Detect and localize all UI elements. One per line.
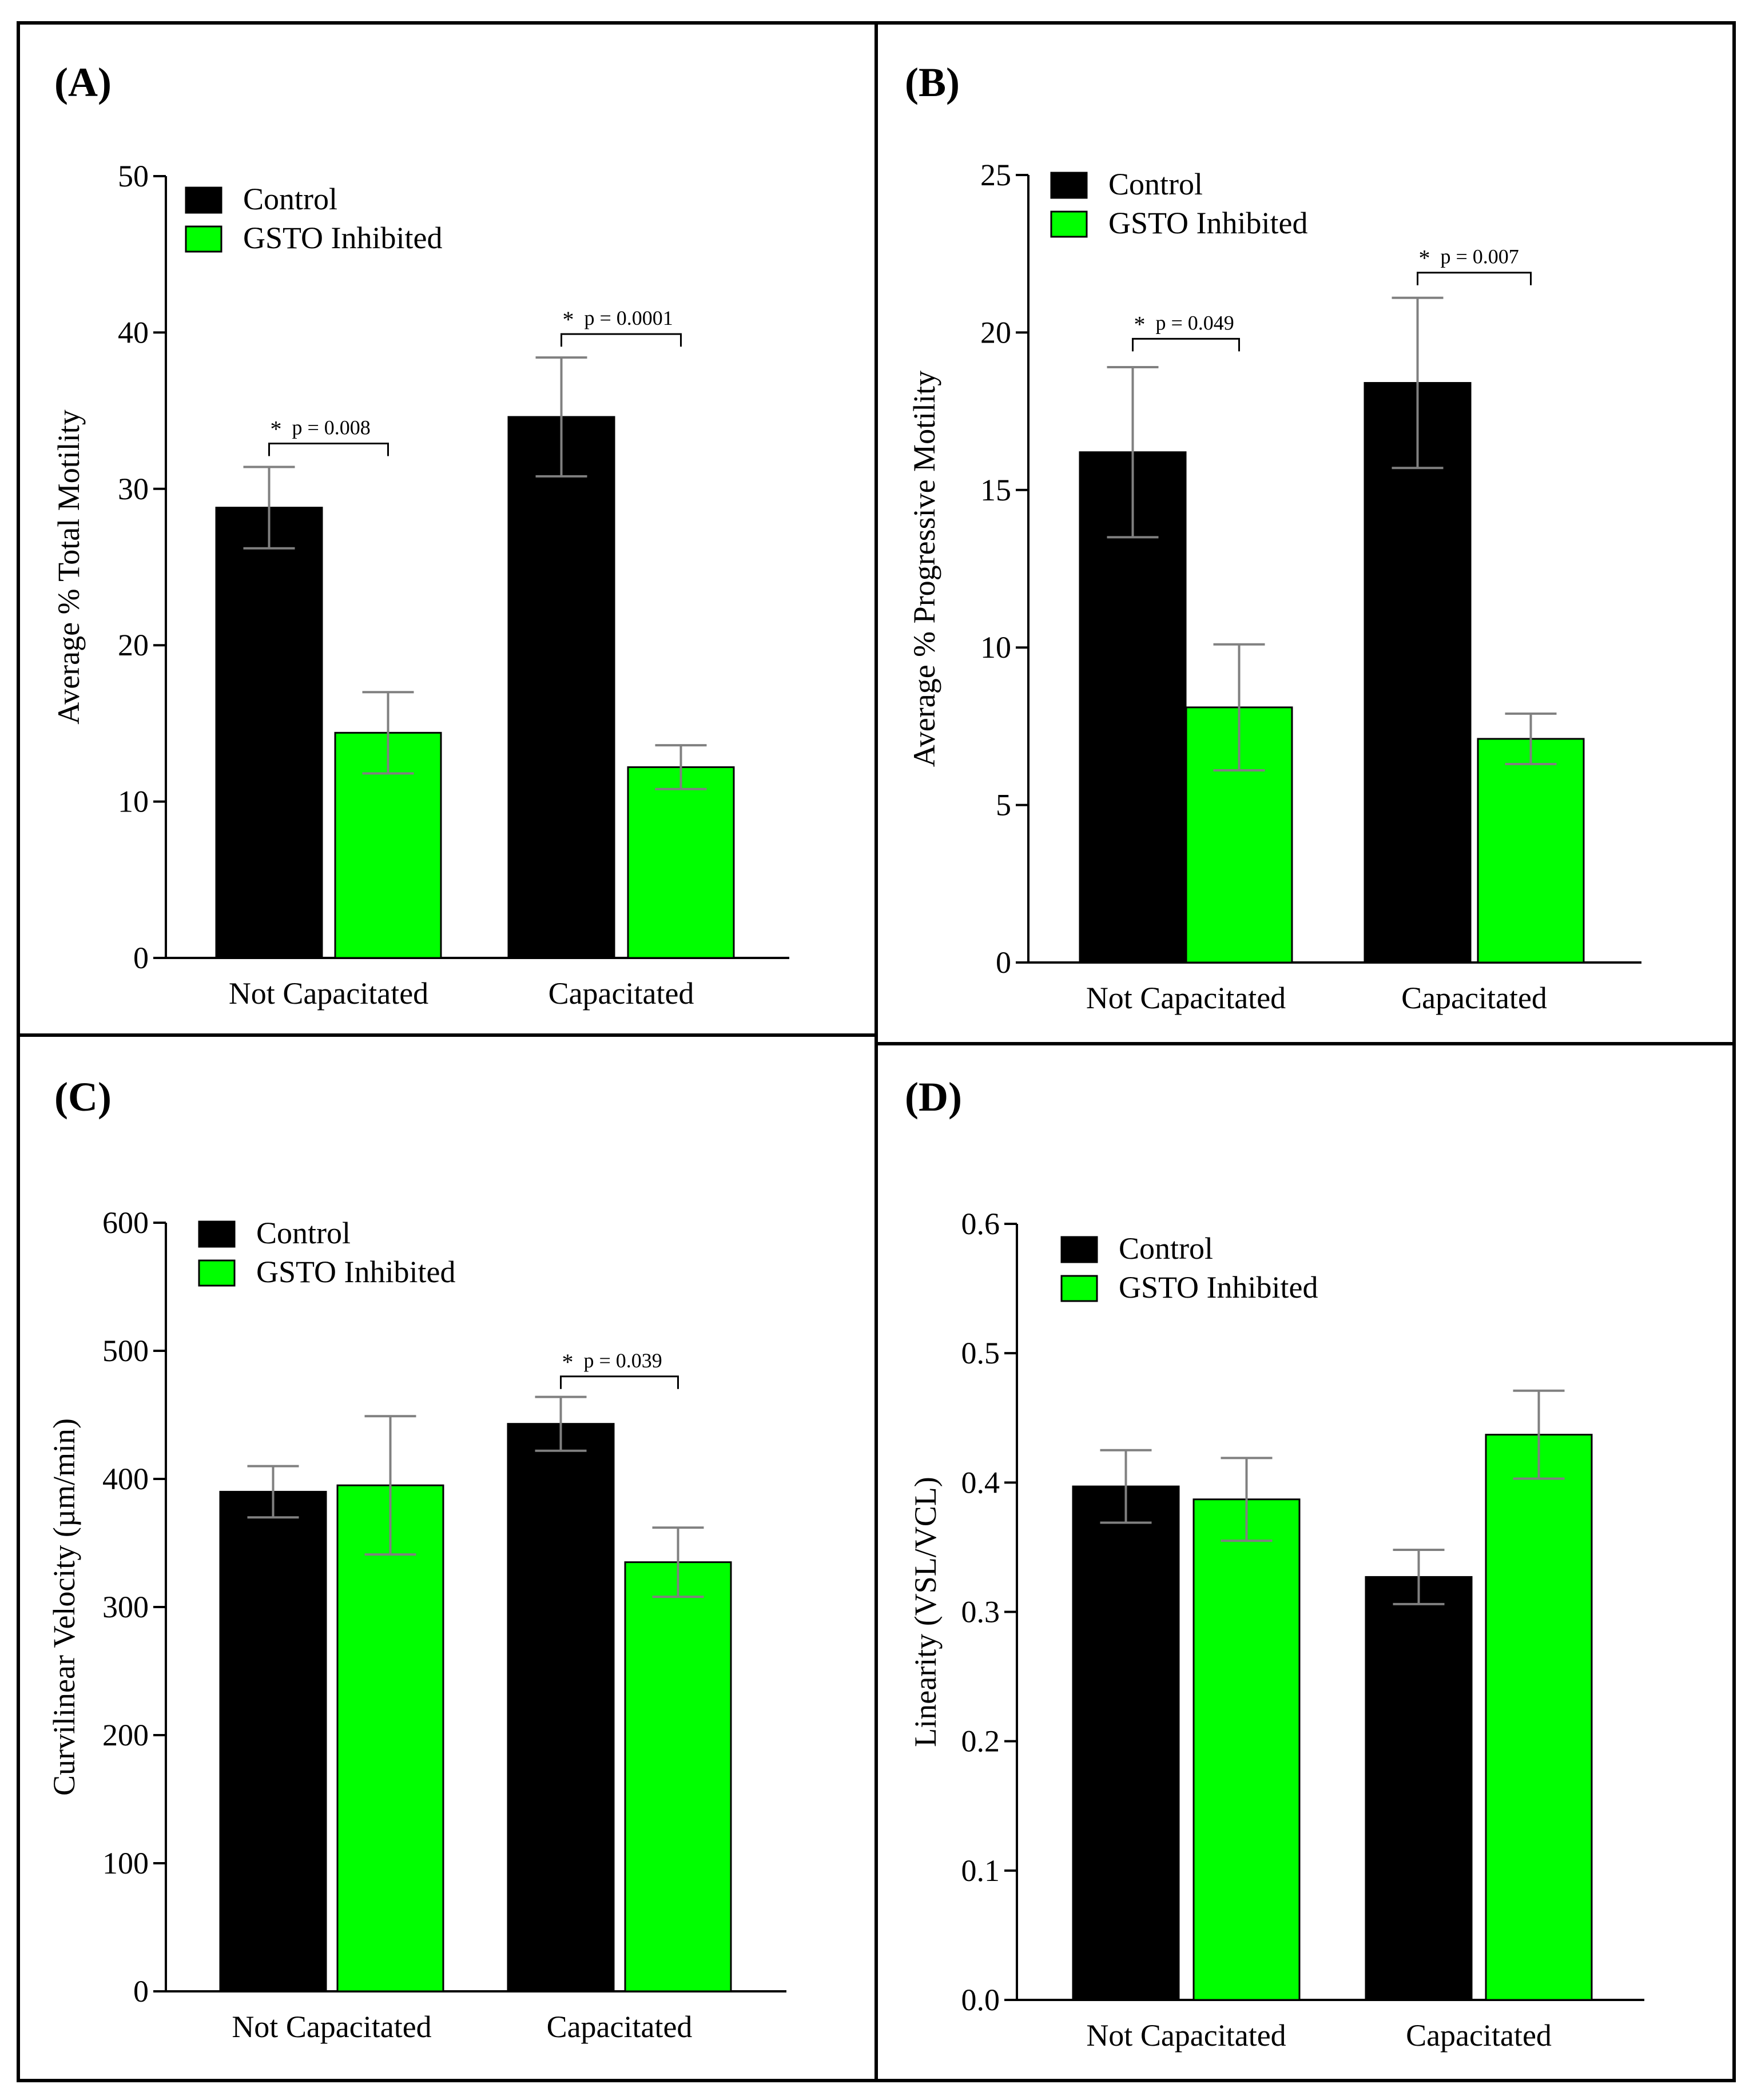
category-label: Capacitated [547, 2010, 693, 2044]
p-value-label: p = 0.049 [1156, 311, 1234, 334]
y-tick-label: 25 [980, 158, 1011, 192]
y-tick-label: 0.3 [961, 1595, 1000, 1629]
y-tick-label: 0.5 [961, 1336, 1000, 1370]
panel-a: (A) 0 10 20 30 40 50 Average % Total Motility N… [17, 21, 878, 1037]
legend-swatch-control [1050, 172, 1088, 199]
y-tick-label: 200 [102, 1718, 149, 1752]
y-axis-title: Average % Total Motility [51, 409, 86, 725]
p-value-label: p = 0.007 [1441, 245, 1519, 268]
legend-swatch-control [198, 1220, 236, 1248]
y-tick-label: 400 [102, 1462, 149, 1496]
gsto-inhibited-bar [1192, 1498, 1301, 2001]
significance-bracket [268, 443, 389, 456]
y-axis-title: Linearity (VSL/VCL) [908, 1477, 943, 1747]
significance-bracket [560, 1375, 679, 1389]
gsto-inhibited-bar [624, 1561, 732, 1992]
control-bar [1364, 382, 1472, 964]
y-tick-label: 15 [980, 473, 1011, 507]
panel-d: (D) 0.0 0.1 0.2 0.3 0.4 0.5 0.6 Linearity (VSL/… [874, 1042, 1736, 2082]
panel-c: (C) 0 100 200 300 400 500 600 Curvilinear Veloc… [17, 1033, 878, 2082]
y-tick-label: 0.0 [961, 1983, 1000, 2017]
y-tick-label: 40 [118, 315, 149, 349]
significance-bracket [1132, 337, 1240, 352]
significance-star: * [271, 416, 282, 442]
legend-label-gsto-inhibited: GSTO Inhibited [1108, 206, 1308, 240]
y-tick-label: 0 [133, 1974, 149, 2008]
category-label: Capacitated [1401, 981, 1547, 1015]
y-tick-label: 20 [980, 315, 1011, 349]
p-value-label: p = 0.008 [292, 416, 371, 439]
control-bar [1072, 1485, 1180, 2001]
y-axis-title: Average % Progressive Motility [907, 371, 941, 767]
y-tick-label: 0.6 [961, 1207, 1000, 1241]
y-tick-label: 50 [118, 159, 149, 193]
significance-star: * [562, 1349, 574, 1375]
gsto-inhibited-bar [1477, 738, 1585, 964]
significance-star: * [1134, 311, 1146, 337]
y-tick-label: 10 [980, 630, 1011, 665]
y-tick-label: 20 [118, 628, 149, 662]
significance-bracket [561, 333, 682, 347]
p-value-label: p = 0.039 [584, 1349, 662, 1372]
legend-label-gsto-inhibited: GSTO Inhibited [243, 221, 443, 255]
control-bar [507, 1423, 615, 1992]
gsto-inhibited-bar [1485, 1434, 1593, 2001]
legend-label-control: Control [1108, 167, 1203, 201]
chart-c: 0 100 200 300 400 500 600 Curvilinear Velocity … [47, 1206, 786, 2044]
control-bar [219, 1490, 327, 1992]
y-tick-label: 0.2 [961, 1724, 1000, 1759]
panel-d-label: (D) [905, 1074, 962, 1120]
y-tick-label: 0 [996, 945, 1011, 980]
chart-b: 0 5 10 15 20 25 Average % Progressive Motility… [907, 158, 1641, 1015]
y-tick-label: 500 [102, 1334, 149, 1368]
p-value-label: p = 0.0001 [585, 307, 673, 329]
chart-a: 0 10 20 30 40 50 Average % Total Motility Not C… [51, 159, 789, 1011]
panel-d-frame [874, 1042, 1736, 2082]
y-tick-label: 10 [118, 785, 149, 819]
y-tick-label: 600 [102, 1206, 149, 1240]
legend-label-gsto-inhibited: GSTO Inhibited [256, 1255, 456, 1289]
panel-b: (B) 0 5 10 15 20 25 Average % Progressive Moti… [874, 21, 1736, 1045]
category-label: Not Capacitated [1086, 2018, 1286, 2053]
legend-label-control: Control [256, 1216, 351, 1250]
legend-swatch-control [1060, 1236, 1098, 1263]
category-label: Not Capacitated [229, 976, 428, 1011]
category-label: Not Capacitated [1086, 981, 1286, 1015]
y-tick-label: 0.1 [961, 1854, 1000, 1888]
legend-label-control: Control [1119, 1231, 1213, 1266]
legend-label-gsto-inhibited: GSTO Inhibited [1119, 1270, 1318, 1304]
y-tick-label: 0 [133, 941, 149, 975]
category-label: Not Capacitated [232, 2010, 431, 2044]
gsto-inhibited-bar [627, 766, 735, 959]
y-tick-label: 30 [118, 472, 149, 506]
panel-a-label: (A) [54, 59, 112, 105]
legend-label-control: Control [243, 182, 337, 216]
significance-star: * [563, 307, 574, 332]
control-bar [215, 507, 323, 959]
legend-swatch-gsto-inhibited [198, 1259, 236, 1287]
control-bar [1365, 1576, 1473, 2001]
chart-d: 0.0 0.1 0.2 0.3 0.4 0.5 0.6 Linearity (VSL/VCL)… [908, 1207, 1644, 2053]
control-bar [507, 416, 615, 959]
y-tick-label: 300 [102, 1590, 149, 1624]
y-tick-label: 0.4 [961, 1465, 1000, 1500]
legend-swatch-gsto-inhibited [1050, 210, 1088, 238]
y-tick-label: 100 [102, 1846, 149, 1880]
panel-b-label: (B) [905, 59, 960, 105]
category-label: Capacitated [548, 976, 694, 1011]
legend-swatch-control [185, 186, 222, 214]
significance-star: * [1419, 245, 1430, 271]
panel-c-label: (C) [54, 1074, 112, 1120]
gsto-inhibited-bar [336, 1484, 444, 1992]
y-axis-title: Curvilinear Velocity (µm/min) [47, 1418, 81, 1796]
legend-swatch-gsto-inhibited [185, 225, 222, 253]
legend-swatch-gsto-inhibited [1060, 1275, 1098, 1302]
significance-bracket [1417, 272, 1532, 285]
y-tick-label: 5 [996, 788, 1011, 822]
category-label: Capacitated [1406, 2018, 1552, 2053]
